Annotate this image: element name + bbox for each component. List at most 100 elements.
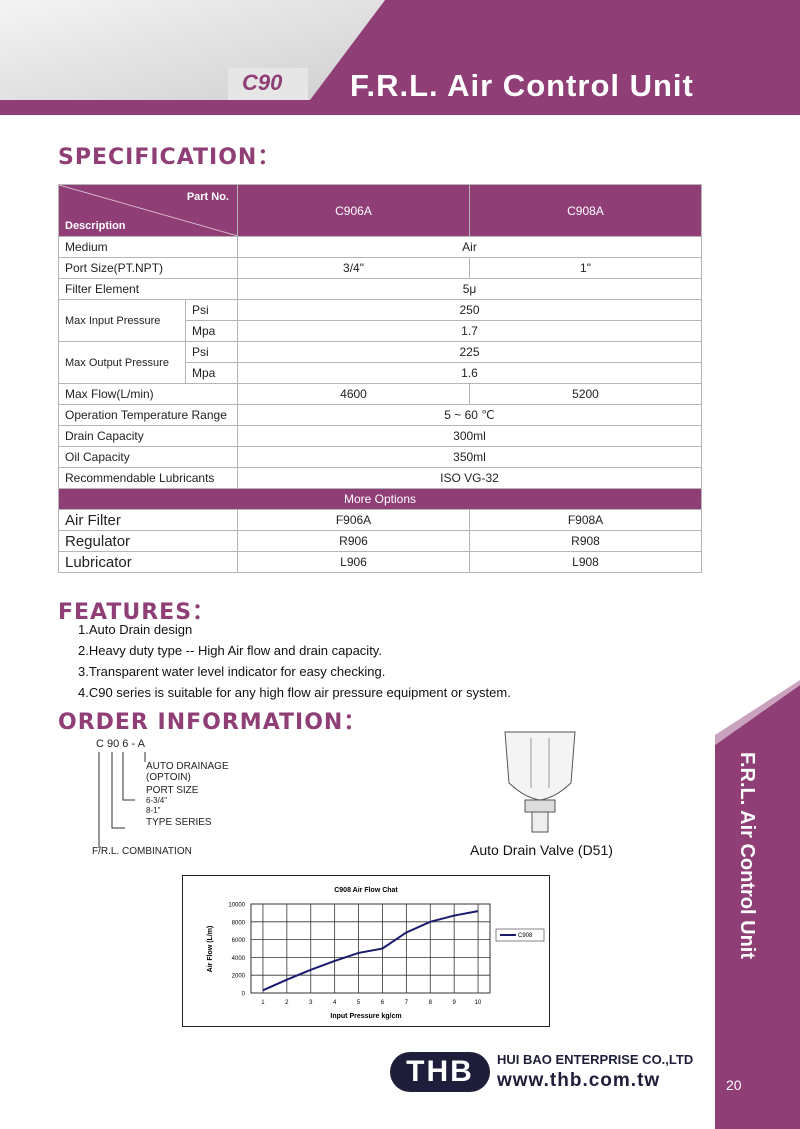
side-title: F.R.L. Air Control Unit	[736, 752, 758, 960]
table-row: Drain Capacity 300ml	[58, 425, 702, 447]
part-no-label: Part No.	[186, 191, 229, 203]
x-tick-label: 7	[405, 1000, 409, 1006]
order-label: AUTO DRAINAGE	[146, 761, 229, 772]
order-label: F/R.L. COMBINATION	[92, 846, 192, 857]
header-cell: Part No. Description	[58, 184, 238, 237]
table-row: Lubricator L906 L908	[58, 551, 702, 573]
order-label: 8-1"	[146, 806, 161, 815]
code-tab	[228, 68, 308, 100]
value-cell: 5 ~ 60 ℃	[237, 404, 702, 426]
series-line	[262, 910, 479, 992]
x-tick-label: 5	[357, 1000, 361, 1006]
logo: THB	[390, 1052, 490, 1092]
table-row: Filter Element 5μ	[58, 278, 702, 300]
table-row: Air Filter F906A F908A	[58, 509, 702, 531]
row-label: Max Output Pressure	[58, 341, 186, 384]
plot-frame	[250, 903, 491, 994]
table-row: Oil Capacity 350ml	[58, 446, 702, 468]
unit-label: Mpa	[185, 320, 238, 342]
header-code: C90	[242, 70, 283, 95]
url: www.thb.com.tw	[497, 1070, 661, 1091]
order-label: PORT SIZE	[146, 785, 199, 796]
value-cell: L908	[469, 551, 702, 573]
x-tick-label: 3	[309, 1000, 313, 1006]
y-axis-label: Air Flow (L/m)	[207, 926, 214, 973]
description-label: Description	[65, 220, 126, 232]
value-cell: 250	[237, 299, 702, 321]
value-cell: F908A	[469, 509, 702, 531]
value-cell: 4600	[237, 383, 470, 405]
y-tick-label: 4000	[232, 956, 246, 962]
header-title: F.R.L. Air Control Unit	[350, 68, 694, 103]
side-band	[715, 680, 800, 1129]
unit-label: Psi	[185, 341, 238, 363]
value-cell: 225	[237, 341, 702, 363]
row-label: Oil Capacity	[58, 446, 238, 468]
diagonal-line	[59, 185, 237, 236]
row-label: Port Size(PT.NPT)	[58, 257, 238, 279]
table-row: Recommendable Lubricants ISO VG-32	[58, 467, 702, 489]
spec-heading: SPECIFICATION：	[58, 145, 281, 170]
option-label: Lubricator	[58, 551, 238, 573]
table-row: Max Output Pressure Psi 225	[58, 341, 702, 384]
x-tick-label: 6	[381, 1000, 385, 1006]
header-band	[0, 0, 800, 115]
value-cell: R908	[469, 530, 702, 552]
x-tick-label: 9	[452, 1000, 456, 1006]
value-cell: 300ml	[237, 425, 702, 447]
table-row: Medium Air	[58, 236, 702, 258]
value-cell: 5μ	[237, 278, 702, 300]
row-label: Drain Capacity	[58, 425, 238, 447]
value-cell: 350ml	[237, 446, 702, 468]
chart-title: C908 Air Flow Chat	[334, 887, 398, 894]
options-heading: More Options	[58, 488, 702, 510]
value-cell: 3/4"	[237, 257, 470, 279]
side-purple	[715, 685, 800, 1129]
table-row: Max Input Pressure Psi 250	[58, 299, 702, 342]
unit-label: Mpa	[185, 362, 238, 384]
page-number: 20	[726, 1077, 742, 1093]
y-tick-label: 2000	[232, 974, 246, 980]
table-row: Operation Temperature Range 5 ~ 60 ℃	[58, 404, 702, 426]
legend-label: C908	[518, 933, 533, 939]
row-label: Operation Temperature Range	[58, 404, 238, 426]
order-label: (OPTOIN)	[146, 772, 191, 783]
x-axis-label: Input Pressure kg/cm	[330, 1013, 401, 1020]
value-cell: R906	[237, 530, 470, 552]
value-cell: 1"	[469, 257, 702, 279]
row-label: Recommendable Lubricants	[58, 467, 238, 489]
table-row: Regulator R906 R908	[58, 530, 702, 552]
header-purple	[0, 0, 800, 115]
y-tick-label: 6000	[232, 938, 246, 944]
order-code: C 90 6 - A	[96, 738, 145, 750]
value-cell: L906	[237, 551, 470, 573]
table-row: Max Flow(L/min) 4600 5200	[58, 383, 702, 405]
order-heading: ORDER INFORMATION：	[58, 710, 367, 735]
x-tick-label: 4	[333, 1000, 337, 1006]
spec-table: Part No. Description C906A C908A Medium Air Po…	[58, 184, 702, 573]
diagonal	[59, 185, 237, 236]
option-label: Air Filter	[58, 509, 238, 531]
model-header: C906A	[237, 184, 470, 237]
option-label: Regulator	[58, 530, 238, 552]
order-lines	[98, 752, 146, 848]
unit-label: Psi	[185, 299, 238, 321]
row-label: Filter Element	[58, 278, 238, 300]
x-tick-label: 1	[261, 1000, 265, 1006]
value-cell: Air	[237, 236, 702, 258]
row-label: Max Input Pressure	[58, 299, 186, 342]
chart: C908 Air Flow Chat Input Pressure kg/cm …	[182, 875, 550, 1027]
table-row: More Options	[58, 488, 702, 510]
y-tick-label: 10000	[228, 903, 245, 909]
table-row: Part No. Description C906A C908A	[58, 184, 702, 237]
x-tick-label: 8	[429, 1000, 433, 1006]
row-label: Medium	[58, 236, 238, 258]
y-tick-label: 8000	[232, 920, 246, 926]
features-heading: FEATURES：	[58, 600, 216, 625]
company: HUI BAO ENTERPRISE CO.,LTD	[497, 1052, 694, 1067]
order-label: 6-3/4"	[146, 796, 168, 805]
model-header: C908A	[469, 184, 702, 237]
table-row: Mpa 1.7	[59, 320, 702, 342]
value-cell: 1.7	[237, 320, 702, 342]
